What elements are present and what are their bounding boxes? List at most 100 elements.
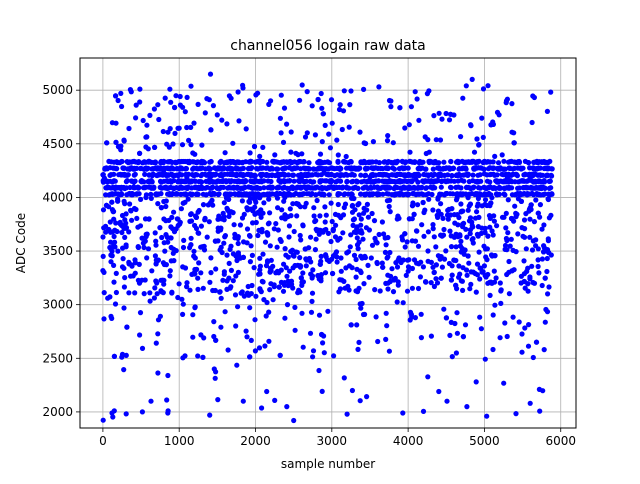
data-point: [201, 243, 207, 249]
data-point: [169, 289, 175, 295]
data-point: [430, 226, 436, 232]
data-point: [198, 223, 204, 229]
data-point: [519, 331, 525, 337]
data-point: [354, 322, 360, 328]
data-point: [549, 173, 555, 179]
data-point: [360, 311, 367, 318]
data-point: [395, 191, 401, 197]
data-point: [268, 257, 274, 263]
data-point: [545, 159, 551, 165]
data-point: [467, 286, 473, 292]
data-point: [413, 176, 419, 182]
data-point: [381, 231, 387, 237]
data-point: [295, 159, 301, 165]
data-point: [286, 178, 292, 184]
data-point: [384, 255, 390, 261]
data-point: [215, 192, 221, 198]
data-point: [542, 185, 548, 191]
data-point: [137, 332, 143, 338]
data-point: [168, 99, 174, 105]
data-point: [123, 211, 129, 217]
plot-frame: [79, 57, 577, 429]
data-point: [527, 174, 533, 180]
data-point: [458, 238, 464, 244]
data-point: [361, 140, 367, 146]
data-point: [227, 210, 233, 216]
data-point: [145, 246, 152, 252]
data-point: [530, 238, 536, 244]
data-point: [339, 185, 345, 191]
data-point: [112, 178, 118, 184]
data-point: [203, 192, 210, 198]
data-point: [512, 203, 518, 209]
data-point: [473, 289, 479, 295]
data-point: [297, 255, 303, 261]
data-point: [345, 249, 352, 255]
data-point: [522, 171, 528, 177]
data-point: [299, 279, 305, 285]
data-point: [274, 191, 280, 198]
data-point: [207, 176, 213, 182]
data-point: [267, 210, 273, 216]
data-point: [467, 231, 473, 237]
data-point: [465, 171, 471, 177]
data-point: [493, 275, 499, 281]
data-point: [386, 172, 392, 179]
data-point: [528, 202, 534, 208]
data-point: [257, 165, 264, 171]
data-point: [145, 179, 151, 185]
data-point: [320, 191, 326, 197]
data-point: [342, 285, 348, 291]
data-point: [127, 166, 133, 172]
data-point: [315, 96, 321, 103]
data-point: [535, 257, 541, 263]
chart-title: channel056 logain raw data: [230, 38, 425, 54]
data-point: [521, 258, 527, 264]
data-point: [447, 332, 453, 338]
data-point: [334, 254, 340, 260]
data-point: [298, 175, 304, 181]
data-point: [516, 319, 522, 325]
data-point: [495, 160, 502, 166]
data-point: [531, 94, 538, 101]
data-point: [376, 191, 382, 197]
data-point: [319, 388, 325, 394]
data-point: [343, 153, 349, 160]
data-point: [211, 366, 217, 372]
data-point: [249, 252, 255, 258]
data-point: [231, 185, 237, 191]
data-point: [525, 160, 532, 166]
data-point: [328, 238, 334, 245]
data-point: [115, 144, 122, 150]
data-point: [384, 323, 390, 329]
data-point: [400, 410, 406, 416]
data-point: [261, 185, 267, 191]
data-point: [376, 84, 382, 90]
data-point: [171, 209, 177, 215]
data-point: [506, 258, 512, 265]
data-point: [458, 185, 464, 191]
data-point: [338, 255, 344, 261]
data-point: [509, 192, 515, 198]
data-point: [212, 375, 218, 381]
data-point: [226, 93, 232, 99]
data-point: [337, 166, 343, 172]
data-point: [479, 203, 485, 209]
data-point: [454, 310, 460, 316]
data-point: [188, 83, 194, 89]
data-point: [111, 408, 117, 414]
data-point: [226, 196, 232, 202]
data-point: [537, 408, 543, 414]
data-point: [383, 178, 389, 184]
data-point: [183, 178, 189, 184]
data-point: [155, 257, 161, 263]
data-point: [139, 235, 145, 241]
data-point: [254, 165, 260, 172]
data-point: [541, 243, 547, 249]
data-point: [253, 219, 259, 226]
data-point: [522, 234, 528, 240]
data-point: [541, 347, 547, 353]
y-tick-label: 3500: [42, 244, 73, 258]
data-point: [487, 179, 493, 185]
data-point: [299, 191, 305, 198]
